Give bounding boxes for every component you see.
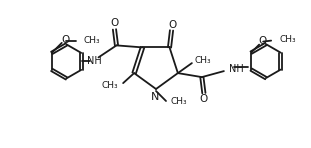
Text: CH₃: CH₃ — [195, 56, 211, 65]
Text: CH₃: CH₃ — [279, 35, 296, 44]
Text: O: O — [110, 18, 118, 28]
Text: NH: NH — [229, 64, 244, 74]
Text: O: O — [62, 35, 70, 45]
Text: O: O — [200, 94, 208, 104]
Text: O: O — [258, 36, 266, 46]
Text: CH₃: CH₃ — [101, 81, 118, 90]
Text: CH₃: CH₃ — [84, 36, 100, 45]
Text: CH₃: CH₃ — [170, 98, 187, 107]
Text: N: N — [151, 92, 159, 102]
Text: O: O — [168, 20, 177, 30]
Text: NH: NH — [87, 56, 102, 66]
